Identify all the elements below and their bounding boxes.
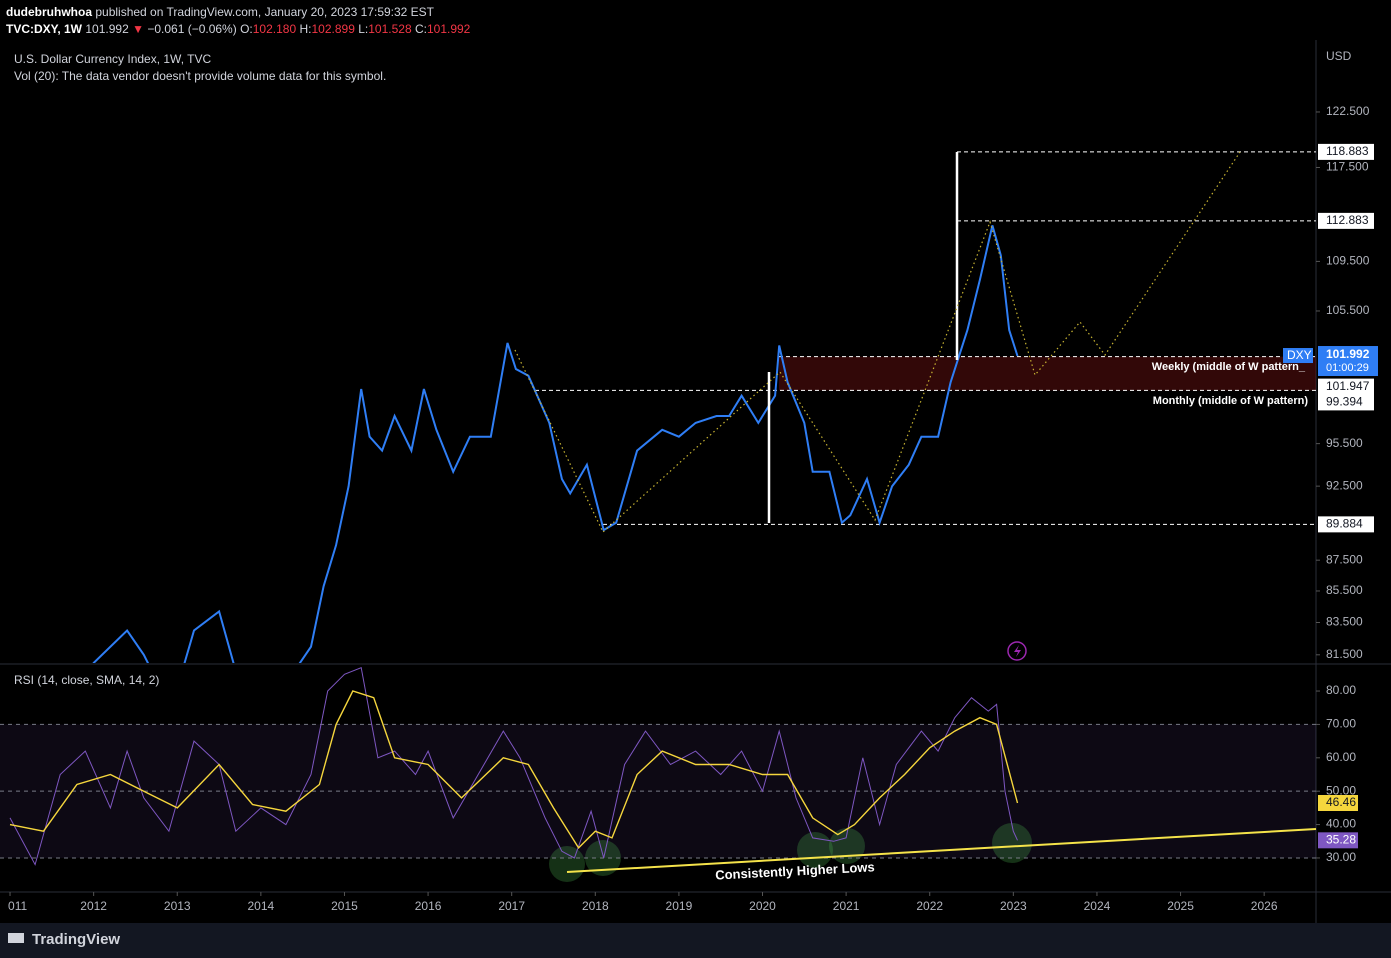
close: 101.992 bbox=[426, 22, 471, 36]
x-tick-label: 2019 bbox=[666, 899, 693, 913]
level-label: 101.947 bbox=[1326, 379, 1370, 393]
price-pane bbox=[92, 151, 1316, 663]
x-tick-label: 011 bbox=[8, 899, 27, 913]
x-tick-label: 2012 bbox=[80, 899, 107, 913]
x-tick-label: 2016 bbox=[415, 899, 442, 913]
alert-bolt bbox=[1014, 645, 1021, 657]
level-label: 112.883 bbox=[1326, 213, 1369, 227]
y-tick-label: 40.00 bbox=[1326, 817, 1356, 831]
axes: 122.500 117.500 109.500 105.500 95.500 92.500… bbox=[8, 104, 1378, 913]
y-tick-label: 60.00 bbox=[1326, 750, 1356, 764]
y-tick-label: 95.500 bbox=[1326, 436, 1363, 450]
level-label: 89.884 bbox=[1326, 517, 1363, 531]
o-label: O: bbox=[240, 22, 253, 36]
y-tick-label: 117.500 bbox=[1326, 160, 1369, 174]
y-tick-label: 81.500 bbox=[1326, 647, 1363, 661]
x-tick-label: 2025 bbox=[1167, 899, 1194, 913]
weekly-annotation: Weekly (middle of W pattern_ bbox=[1152, 361, 1306, 373]
price-subtitle: Vol (20): The data vendor doesn't provid… bbox=[14, 69, 386, 83]
level-badge bbox=[1318, 516, 1374, 533]
rsi-trendline bbox=[566, 828, 1317, 873]
drawings bbox=[514, 151, 1241, 661]
x-tick-label: 2021 bbox=[833, 899, 860, 913]
level-badge bbox=[1318, 143, 1374, 160]
low: 101.528 bbox=[368, 22, 412, 36]
zone bbox=[779, 356, 1316, 391]
y-tick-label: 30.00 bbox=[1326, 850, 1356, 864]
value-badge bbox=[1318, 795, 1358, 812]
y-tick-label: 122.500 bbox=[1326, 104, 1370, 118]
footer-bg bbox=[0, 923, 1391, 958]
x-tick-label: 2014 bbox=[248, 899, 275, 913]
rsi-line bbox=[9, 690, 1019, 850]
rsi-pane bbox=[0, 667, 1316, 882]
low-marker bbox=[549, 846, 585, 882]
x-tick-label: 2015 bbox=[331, 899, 358, 913]
monthly-annotation: Monthly (middle of W pattern) bbox=[1153, 395, 1309, 407]
y-tick-label: 87.500 bbox=[1326, 552, 1363, 566]
y-tick-label: 80.00 bbox=[1326, 683, 1356, 697]
change: −0.061 (−0.06%) bbox=[147, 22, 237, 36]
y-tick-label: 83.500 bbox=[1326, 615, 1363, 629]
level-badge bbox=[1318, 394, 1374, 411]
header: dudebruhwhoa published on TradingView.co… bbox=[6, 4, 470, 38]
logo-text: TradingView bbox=[32, 931, 120, 948]
x-tick-label: 2020 bbox=[749, 899, 776, 913]
unit-label: USD bbox=[1326, 49, 1352, 63]
x-tick-label: 2013 bbox=[164, 899, 191, 913]
value-badge bbox=[1318, 832, 1358, 849]
open: 102.180 bbox=[252, 22, 297, 36]
value-badge-label: 46.46 bbox=[1326, 795, 1356, 809]
x-tick-label: 2026 bbox=[1251, 899, 1278, 913]
value-badge-label: 35.28 bbox=[1326, 832, 1356, 846]
y-tick-label: 92.500 bbox=[1326, 478, 1363, 492]
y-tick-label: 109.500 bbox=[1326, 254, 1370, 268]
c-label: C: bbox=[414, 22, 427, 36]
y-tick-label: 105.500 bbox=[1326, 303, 1370, 317]
h-label: H: bbox=[299, 22, 312, 36]
countdown: 01:00:29 bbox=[1326, 362, 1369, 374]
x-tick-label: 2023 bbox=[1000, 899, 1027, 913]
author: dudebruhwhoa bbox=[6, 5, 92, 19]
rsi-line bbox=[9, 667, 1018, 866]
symbol: TVC:DXY, 1W bbox=[6, 22, 83, 36]
publish-line: dudebruhwhoa published on TradingView.co… bbox=[6, 4, 470, 21]
logo: TradingView bbox=[8, 931, 120, 948]
ohlc-line: TVC:DXY, 1W 101.992 ▼ −0.061 (−0.06%) O:… bbox=[6, 21, 470, 38]
symbol-badge bbox=[1283, 348, 1313, 364]
high: 102.899 bbox=[311, 22, 355, 36]
y-tick-label: 50.00 bbox=[1326, 783, 1356, 797]
price-title: U.S. Dollar Currency Index, 1W, TVC bbox=[14, 52, 212, 66]
y-tick-label: 70.00 bbox=[1326, 717, 1356, 731]
last: 101.992 bbox=[85, 22, 129, 36]
last-badge bbox=[1318, 346, 1378, 377]
chart-bg bbox=[0, 40, 1391, 923]
level-label: 99.394 bbox=[1326, 395, 1363, 409]
symbol-name: DXY bbox=[1287, 348, 1312, 362]
x-tick-label: 2024 bbox=[1084, 899, 1111, 913]
arrow: ▼ bbox=[132, 22, 144, 36]
l-label: L: bbox=[358, 22, 369, 36]
logo-mark bbox=[8, 933, 24, 943]
published: published on TradingView.com, January 20… bbox=[95, 5, 435, 19]
rsi-title: RSI (14, close, SMA, 14, 2) bbox=[14, 673, 159, 687]
last-value: 101.992 bbox=[1326, 347, 1370, 361]
w-projection bbox=[514, 151, 1241, 533]
level-badge bbox=[1318, 378, 1374, 395]
x-tick-label: 2022 bbox=[916, 899, 943, 913]
price-line bbox=[92, 225, 1019, 663]
y-tick-label: 85.500 bbox=[1326, 583, 1363, 597]
alert-icon bbox=[1007, 641, 1027, 661]
x-tick-label: 2018 bbox=[582, 899, 609, 913]
x-tick-label: 2017 bbox=[498, 899, 525, 913]
level-label: 118.883 bbox=[1326, 144, 1369, 158]
level-badge bbox=[1318, 212, 1374, 229]
low-marker bbox=[992, 823, 1032, 863]
